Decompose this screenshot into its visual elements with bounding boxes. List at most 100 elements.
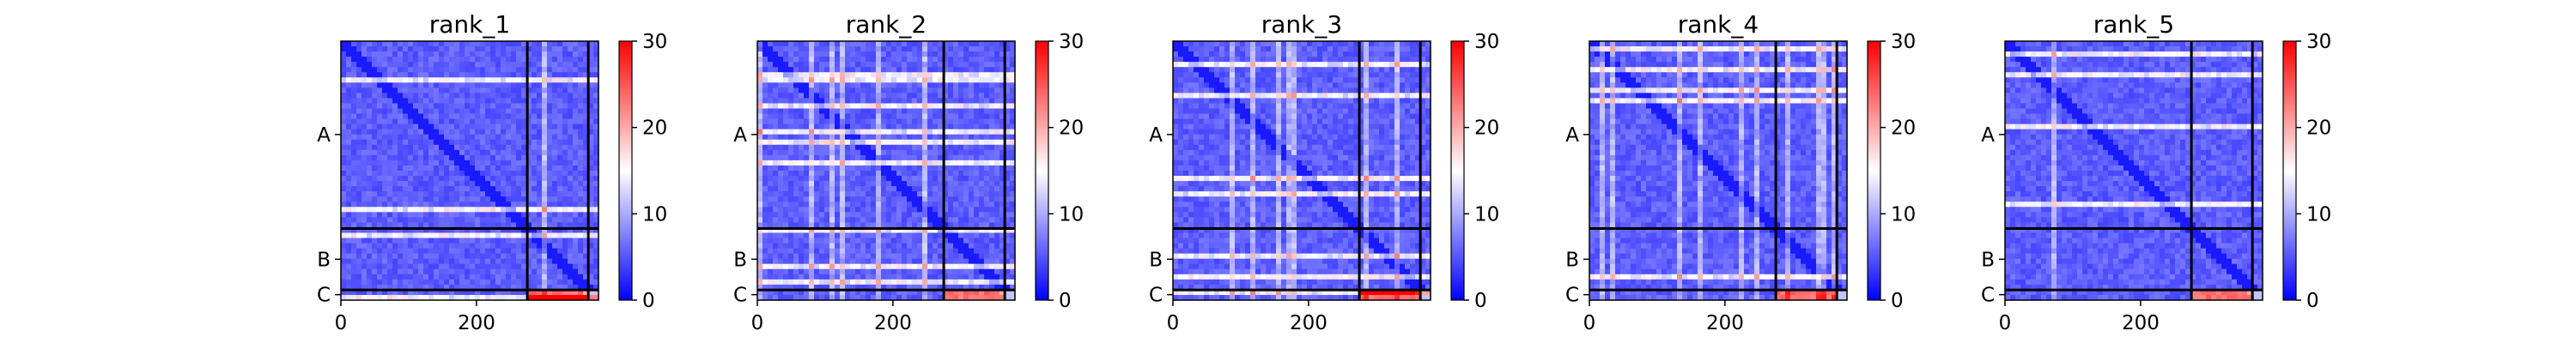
heatmap-cell <box>948 171 954 177</box>
heatmap-cell <box>444 248 450 255</box>
heatmap-cell <box>994 186 1000 192</box>
heatmap-cell <box>356 46 362 52</box>
heatmap-cell <box>953 67 959 73</box>
heatmap-cell <box>526 191 532 197</box>
heatmap-cell <box>423 77 429 83</box>
heatmap-cell <box>902 243 908 250</box>
heatmap-cell <box>392 46 398 52</box>
heatmap-cell <box>958 263 964 270</box>
heatmap-cell <box>994 159 1000 166</box>
heatmap-cell <box>552 227 558 234</box>
heatmap-cell <box>537 196 543 202</box>
heatmap-cell <box>835 202 841 208</box>
heatmap-cell <box>593 134 599 141</box>
heatmap-cell <box>953 159 959 166</box>
heatmap-cell <box>552 144 558 151</box>
heatmap-cell <box>593 294 599 301</box>
heatmap-cell <box>809 207 815 213</box>
heatmap-cell <box>398 181 404 187</box>
heatmap-cell <box>994 165 1000 172</box>
heatmap-cell <box>824 294 830 301</box>
heatmap-cell <box>526 41 532 47</box>
heatmap-cell <box>840 123 846 130</box>
heatmap-cell <box>346 186 352 192</box>
heatmap-cell <box>537 248 543 255</box>
heatmap-cell <box>470 171 476 177</box>
heatmap-cell <box>454 93 460 99</box>
heatmap-cell <box>958 191 964 197</box>
heatmap-cell <box>428 186 434 192</box>
heatmap-cell <box>521 284 527 291</box>
heatmap-cell <box>511 154 517 161</box>
heatmap-cell <box>568 62 574 68</box>
heatmap-cell <box>999 253 1005 260</box>
heatmap-cell <box>994 176 1000 182</box>
heatmap-cell <box>495 176 501 182</box>
heatmap-cell <box>835 87 841 93</box>
heatmap-cell <box>850 57 856 63</box>
heatmap-cell <box>526 222 532 229</box>
heatmap-cell <box>907 51 913 57</box>
heatmap-cell <box>829 129 835 135</box>
heatmap-cell <box>927 108 933 115</box>
heatmap-cell <box>588 165 594 172</box>
heatmap-cell <box>845 77 851 83</box>
heatmap-cell <box>943 154 949 161</box>
heatmap-cell <box>511 253 517 260</box>
heatmap-cell <box>1005 238 1011 244</box>
heatmap-cell <box>974 149 980 156</box>
heatmap-cell <box>547 217 553 223</box>
heatmap-cell <box>418 129 424 135</box>
heatmap-cell <box>938 108 944 115</box>
heatmap-cell <box>480 93 486 99</box>
heatmap-cell <box>788 258 794 265</box>
heatmap-cell <box>578 82 584 88</box>
heatmap-cell <box>912 274 918 280</box>
heatmap-cell <box>999 62 1005 68</box>
heatmap-cell <box>907 129 913 135</box>
heatmap-cell <box>922 191 928 197</box>
heatmap-cell <box>927 202 933 208</box>
heatmap-cell <box>444 171 450 177</box>
heatmap-cell <box>824 248 830 255</box>
heatmap-cell <box>367 243 373 250</box>
heatmap-cell <box>773 227 779 234</box>
heatmap-cell <box>588 258 594 265</box>
heatmap-cell <box>392 222 398 229</box>
heatmap-cell <box>413 129 419 135</box>
heatmap-cell <box>891 227 897 234</box>
heatmap-cell <box>475 186 481 192</box>
heatmap-cell <box>963 238 969 244</box>
heatmap-cell <box>459 181 465 187</box>
heatmap-cell <box>465 154 471 161</box>
heatmap-cell <box>511 196 517 202</box>
heatmap-cell <box>583 51 589 57</box>
heatmap-cell <box>521 62 527 68</box>
heatmap-cell <box>578 41 584 47</box>
heatmap-cell <box>562 108 568 115</box>
heatmap-cell <box>434 103 440 110</box>
heatmap-cell <box>526 134 532 141</box>
heatmap-cell <box>757 212 763 218</box>
heatmap-cell <box>485 118 491 125</box>
heatmap-cell <box>917 284 923 291</box>
heatmap-cell <box>1005 227 1011 234</box>
heatmap-cell <box>855 41 861 47</box>
heatmap-cell <box>413 57 419 63</box>
heatmap-cell <box>829 181 835 187</box>
heatmap-cell <box>943 67 949 73</box>
heatmap-cell <box>361 118 368 125</box>
heatmap-cell <box>850 227 856 234</box>
heatmap-cell <box>475 159 481 166</box>
heatmap-cell <box>356 243 362 250</box>
heatmap-cell <box>557 253 563 260</box>
heatmap-cell <box>542 46 548 52</box>
heatmap-cell <box>886 253 892 260</box>
heatmap-cell <box>506 113 512 120</box>
heatmap-cell <box>922 67 928 73</box>
heatmap-cell <box>557 41 563 47</box>
heatmap-cell <box>470 186 476 192</box>
heatmap-cell <box>516 232 522 239</box>
heatmap-cell <box>439 202 445 208</box>
heatmap-cell <box>788 41 794 47</box>
